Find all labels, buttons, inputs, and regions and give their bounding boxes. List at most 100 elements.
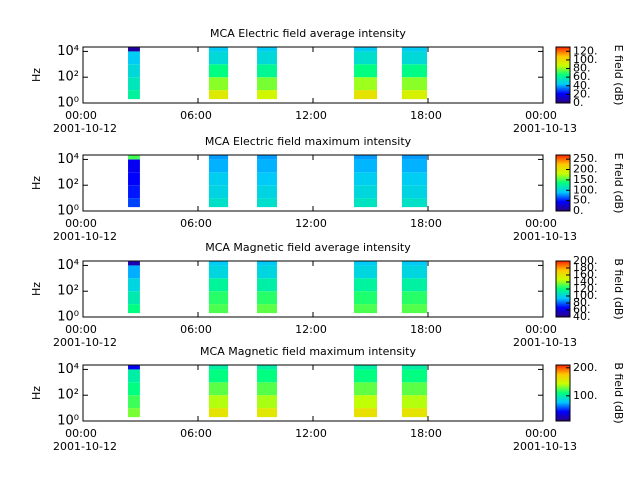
colorbar-tick-label: 40. bbox=[573, 79, 591, 92]
heatmap-cell bbox=[128, 261, 140, 266]
heatmap-cell bbox=[401, 77, 428, 91]
heatmap-cell bbox=[354, 172, 378, 186]
heatmap-cell bbox=[208, 155, 229, 160]
x-tick-label: 12:00 bbox=[295, 323, 327, 336]
date-label: 2001-10-12 bbox=[53, 122, 117, 135]
colorbar-tick-label: 120. bbox=[573, 44, 598, 57]
y-axis-label: Hz bbox=[30, 68, 43, 82]
colorbar-tick-label: 100. bbox=[573, 289, 598, 302]
colorbar-tick-label: 200. bbox=[573, 163, 598, 176]
colorbar-tick-label: 180. bbox=[573, 261, 598, 274]
heatmap-cell bbox=[354, 408, 378, 418]
heatmap-cell bbox=[257, 77, 277, 91]
heatmap-cell bbox=[208, 278, 229, 292]
chart-title: MCA Magnetic field average intensity bbox=[205, 241, 411, 254]
heatmap-cell bbox=[128, 369, 140, 383]
colorbar-tick-label: 80. bbox=[573, 296, 591, 309]
heatmap-cell bbox=[401, 172, 428, 186]
heatmap-cell bbox=[354, 365, 378, 370]
colorbar-label: B field (dB) bbox=[612, 362, 625, 423]
y-tick-label: 10⁰ bbox=[57, 96, 79, 111]
plot-frame bbox=[83, 261, 543, 317]
colorbar bbox=[555, 364, 571, 422]
colorbar-tick-label: 140. bbox=[573, 275, 598, 288]
heatmap-cell bbox=[257, 198, 277, 208]
heatmap-cell bbox=[354, 304, 378, 314]
x-tick-label: 06:00 bbox=[180, 109, 212, 122]
colorbar-tick-label: 80. bbox=[573, 62, 591, 75]
heatmap-cell bbox=[128, 382, 140, 396]
heatmap-cell bbox=[401, 365, 428, 370]
y-tick-label: 10² bbox=[57, 388, 79, 403]
heatmap-cell bbox=[128, 265, 140, 279]
x-tick-label: 06:00 bbox=[180, 427, 212, 440]
heatmap-cell bbox=[257, 172, 277, 186]
heatmap-cell bbox=[257, 265, 277, 279]
heatmap-cell bbox=[257, 278, 277, 292]
heatmap-cell bbox=[257, 185, 277, 199]
plot-frame bbox=[83, 365, 543, 421]
x-tick-label: 06:00 bbox=[180, 217, 212, 230]
heatmap-cell bbox=[128, 77, 140, 91]
x-tick-label: 12:00 bbox=[295, 109, 327, 122]
x-tick-label: 00:00 bbox=[65, 217, 97, 230]
heatmap-cell bbox=[354, 369, 378, 383]
y-tick-label: 10² bbox=[57, 178, 79, 193]
colorbar-tick-label: 60. bbox=[573, 70, 591, 83]
heatmap-cell bbox=[401, 64, 428, 78]
heatmap-cell bbox=[401, 382, 428, 396]
heatmap-cell bbox=[208, 77, 229, 91]
heatmap-cell bbox=[354, 159, 378, 173]
heatmap-cell bbox=[128, 90, 140, 100]
heatmap-cell bbox=[128, 304, 140, 314]
heatmap-cell bbox=[354, 185, 378, 199]
heatmap-cell bbox=[257, 291, 277, 305]
x-tick-label: 00:00 bbox=[525, 323, 557, 336]
heatmap-cell bbox=[257, 365, 277, 370]
heatmap-cell bbox=[401, 408, 428, 418]
heatmap-cell bbox=[208, 90, 229, 100]
heatmap-cell bbox=[401, 278, 428, 292]
heatmap-cell bbox=[128, 159, 140, 173]
heatmap-cell bbox=[354, 51, 378, 65]
heatmap-cell bbox=[128, 291, 140, 305]
colorbar-label: E field (dB) bbox=[612, 45, 625, 106]
heatmap-cell bbox=[208, 408, 229, 418]
heatmap-cell bbox=[128, 172, 140, 186]
y-tick-label: 10² bbox=[57, 284, 79, 299]
date-label: 2001-10-12 bbox=[53, 230, 117, 243]
y-tick-label: 10⁰ bbox=[57, 310, 79, 325]
plot-frame bbox=[83, 47, 543, 103]
heatmap-cell bbox=[354, 90, 378, 100]
chart-title: MCA Electric field maximum intensity bbox=[205, 135, 412, 148]
heatmap-cell bbox=[257, 408, 277, 418]
heatmap-cell bbox=[401, 47, 428, 52]
heatmap-cell bbox=[354, 47, 378, 52]
heatmap-cell bbox=[354, 198, 378, 208]
heatmap-cell bbox=[257, 159, 277, 173]
y-tick-label: 10⁴ bbox=[57, 152, 79, 167]
x-tick-label: 00:00 bbox=[525, 217, 557, 230]
heatmap-cell bbox=[257, 261, 277, 266]
heatmap-cell bbox=[208, 172, 229, 186]
heatmap-cell bbox=[208, 51, 229, 65]
heatmap-cell bbox=[208, 291, 229, 305]
x-tick-label: 00:00 bbox=[65, 427, 97, 440]
heatmap-cell bbox=[354, 261, 378, 266]
x-tick-label: 18:00 bbox=[410, 323, 442, 336]
x-tick-label: 12:00 bbox=[295, 427, 327, 440]
heatmap-cell bbox=[401, 155, 428, 160]
heatmap-cell bbox=[128, 278, 140, 292]
x-tick-label: 00:00 bbox=[65, 323, 97, 336]
y-tick-label: 10⁴ bbox=[57, 258, 79, 273]
date-label: 2001-10-13 bbox=[513, 440, 577, 453]
heatmap-cell bbox=[401, 369, 428, 383]
heatmap-cell bbox=[354, 64, 378, 78]
colorbar-tick-label: 40. bbox=[573, 310, 591, 323]
y-tick-label: 10⁴ bbox=[57, 362, 79, 377]
colorbar-tick-label: 100. bbox=[573, 53, 598, 66]
colorbar-tick-label: 50. bbox=[573, 194, 591, 207]
heatmap-cell bbox=[401, 291, 428, 305]
heatmap-cell bbox=[257, 369, 277, 383]
colorbar-tick-label: 120. bbox=[573, 282, 598, 295]
